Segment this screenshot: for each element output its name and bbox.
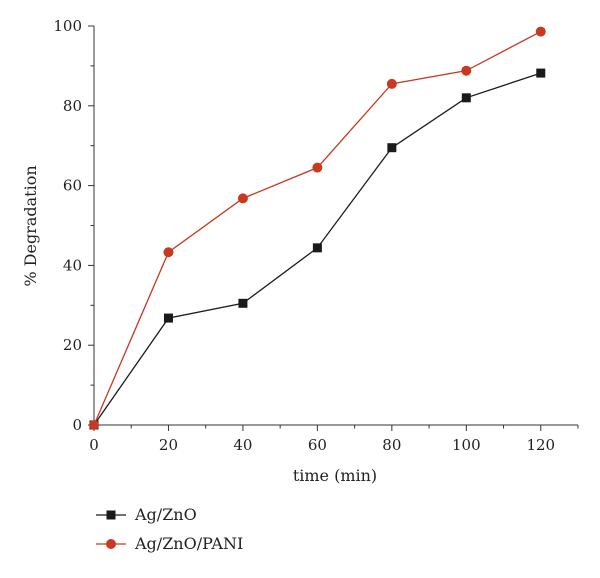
x-tick-label: 60 [308, 436, 327, 454]
axes: 0 20 40 60 80 100 120 0 20 40 60 80 100 [53, 17, 579, 454]
data-point [386, 78, 397, 89]
data-point [89, 420, 99, 430]
y-tick-label: 60 [63, 177, 82, 195]
x-tick-label: 80 [382, 436, 401, 454]
y-tick-label: 20 [63, 336, 82, 354]
x-tick-label: 40 [233, 436, 252, 454]
data-point [163, 313, 173, 323]
series-line [93, 31, 542, 426]
y-tick-label: 100 [53, 17, 82, 35]
legend: Ag/ZnO Ag/ZnO/PANI [96, 505, 243, 553]
legend-item: Ag/ZnO/PANI [96, 534, 243, 553]
legend-marker [106, 539, 116, 549]
x-tick-label: 0 [89, 436, 99, 454]
x-axis-label: time (min) [293, 466, 377, 485]
legend-label: Ag/ZnO [134, 505, 197, 524]
data-point [312, 162, 323, 173]
series-layer [89, 26, 546, 430]
x-tick-label: 20 [159, 436, 178, 454]
data-point [461, 65, 472, 76]
data-point [238, 298, 248, 308]
legend-label: Ag/ZnO/PANI [134, 534, 243, 553]
legend-item: Ag/ZnO [96, 505, 197, 524]
data-point [237, 193, 248, 204]
x-tick-label: 100 [452, 436, 481, 454]
data-point [535, 26, 546, 37]
data-point [536, 68, 546, 78]
x-tick-label: 120 [526, 436, 555, 454]
y-tick-label: 0 [72, 416, 82, 434]
data-point [387, 143, 397, 153]
y-tick-label: 40 [63, 256, 82, 274]
data-point [312, 243, 322, 253]
legend-marker [106, 510, 116, 520]
y-tick-label: 80 [63, 97, 82, 115]
series-1 [89, 68, 546, 430]
series-2 [89, 26, 546, 430]
data-point [461, 93, 471, 103]
data-point [163, 247, 174, 258]
y-axis-label: % Degradation [21, 165, 40, 286]
